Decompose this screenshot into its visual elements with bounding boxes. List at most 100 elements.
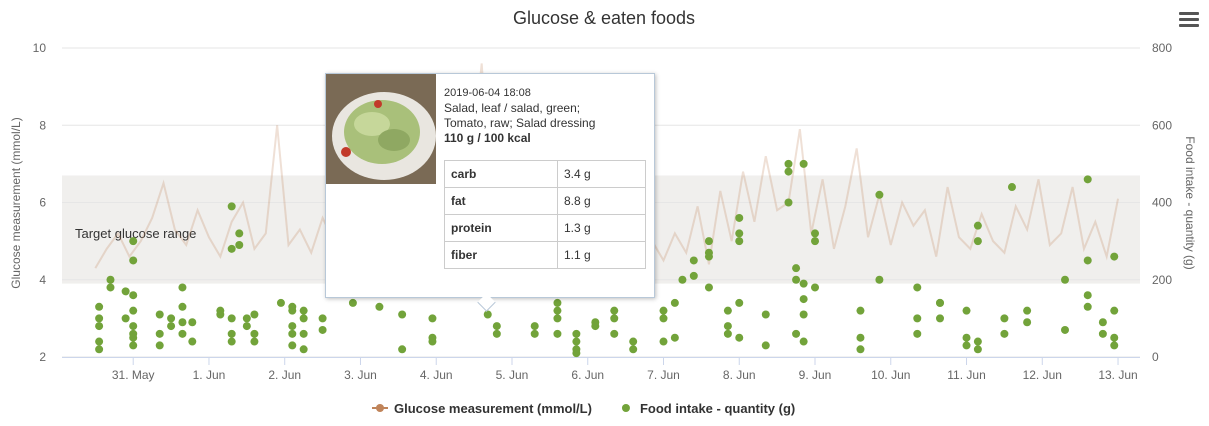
food-point [856, 333, 865, 342]
x-tick-label: 12. Jun [1023, 368, 1062, 382]
food-point [178, 283, 187, 292]
x-tick-label: 5. Jun [496, 368, 529, 382]
food-point [299, 329, 308, 338]
y-axis-title: Glucose measurement (mmol/L) [9, 117, 23, 288]
food-point [1000, 314, 1009, 323]
food-point [1023, 318, 1032, 327]
food-point [962, 341, 971, 350]
nutrient-name: fiber [444, 241, 558, 269]
food-point [1000, 329, 1009, 338]
food-point [227, 202, 236, 211]
legend-symbol [376, 404, 384, 412]
food-point [129, 306, 138, 315]
food-point [784, 167, 793, 176]
food-point [242, 322, 251, 331]
food-point [375, 302, 384, 311]
y-tick-label: 8 [39, 118, 46, 132]
food-point [973, 345, 982, 354]
food-point [1083, 302, 1092, 311]
food-point [572, 349, 581, 358]
x-tick-label: 9. Jun [799, 368, 832, 382]
food-point [792, 264, 801, 273]
tooltip-date: 2019-06-04 18:08 [444, 87, 531, 99]
food-point [610, 329, 619, 338]
food-point [216, 306, 225, 315]
food-point [1110, 333, 1119, 342]
food-point [483, 310, 492, 319]
food-point [659, 306, 668, 315]
food-point [492, 329, 501, 338]
food-point [936, 298, 945, 307]
food-point [227, 244, 236, 253]
x-tick-label: 7. Jun [647, 368, 680, 382]
x-tick-label: 1. Jun [193, 368, 226, 382]
food-point [121, 314, 130, 323]
food-point [962, 333, 971, 342]
food-point [1061, 325, 1070, 334]
x-tick-label: 13. Jun [1098, 368, 1137, 382]
food-point [235, 229, 244, 238]
food-point [235, 240, 244, 249]
y2-tick-label: 800 [1152, 41, 1172, 55]
food-point [276, 298, 285, 307]
tooltip: 2019-06-04 18:08 Salad, leaf / salad, gr… [325, 73, 655, 312]
nutrient-name: fat [444, 187, 558, 215]
food-point [1110, 252, 1119, 261]
food-point [1061, 275, 1070, 284]
food-point [167, 314, 176, 323]
food-point [799, 295, 808, 304]
food-point [784, 159, 793, 168]
food-point [250, 310, 259, 319]
food-point [913, 283, 922, 292]
food-point [553, 298, 562, 307]
food-point [761, 310, 770, 319]
nutrient-value: 1.1 g [557, 241, 646, 269]
food-point [288, 329, 297, 338]
food-point [299, 314, 308, 323]
food-point [629, 337, 638, 346]
food-point [1110, 306, 1119, 315]
food-point [129, 256, 138, 265]
food-point [610, 314, 619, 323]
chart-title: Glucose & eaten foods [513, 8, 695, 28]
food-point [288, 322, 297, 331]
food-point [1083, 291, 1092, 300]
food-point [178, 302, 187, 311]
food-point [178, 329, 187, 338]
menu-button[interactable] [1179, 12, 1199, 30]
x-tick-label: 3. Jun [344, 368, 377, 382]
food-point [530, 322, 539, 331]
food-point [288, 341, 297, 350]
food-point [95, 345, 104, 354]
food-point [1023, 306, 1032, 315]
food-point [723, 322, 732, 331]
y2-tick-label: 600 [1152, 118, 1172, 132]
food-point [428, 314, 437, 323]
food-point [761, 341, 770, 350]
food-point [659, 314, 668, 323]
food-point [106, 275, 115, 284]
food-point [250, 337, 259, 346]
food-point [591, 318, 600, 327]
legend-label: Food intake - quantity (g) [640, 401, 795, 416]
food-point [95, 322, 104, 331]
food-point [242, 314, 251, 323]
food-point [670, 333, 679, 342]
legend-symbol [621, 404, 630, 412]
nutrient-value: 1.3 g [557, 214, 646, 242]
food-point [735, 333, 744, 342]
food-point [155, 341, 164, 350]
food-point [553, 306, 562, 315]
food-point [913, 329, 922, 338]
y2-tick-label: 200 [1152, 273, 1172, 287]
food-point [553, 329, 562, 338]
food-point [723, 329, 732, 338]
y-tick-label: 6 [39, 196, 46, 210]
food-point [811, 237, 820, 246]
food-point [670, 298, 679, 307]
food-point [572, 337, 581, 346]
y-tick-label: 10 [33, 41, 47, 55]
tooltip-summary: 110 g / 100 kcal [444, 131, 531, 145]
food-point [784, 198, 793, 207]
food-point [735, 237, 744, 246]
